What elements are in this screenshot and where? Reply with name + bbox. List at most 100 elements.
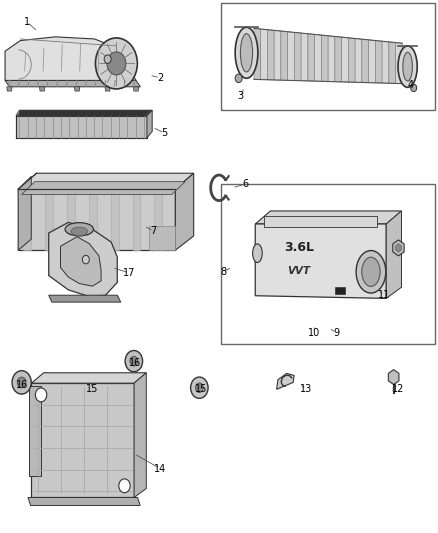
Polygon shape (32, 383, 134, 497)
Polygon shape (5, 80, 141, 87)
Ellipse shape (240, 34, 253, 72)
Polygon shape (39, 87, 45, 91)
Polygon shape (389, 42, 396, 84)
Polygon shape (268, 30, 274, 80)
Polygon shape (255, 211, 402, 224)
Text: 1: 1 (24, 17, 30, 27)
Polygon shape (67, 189, 75, 251)
Polygon shape (382, 41, 389, 83)
Bar (221, 3, 435, 110)
Text: 11: 11 (378, 289, 390, 300)
Polygon shape (342, 37, 348, 82)
Text: 15: 15 (86, 384, 99, 394)
Polygon shape (60, 237, 101, 286)
Text: 3: 3 (238, 91, 244, 101)
Ellipse shape (403, 52, 413, 81)
Bar (221, 184, 435, 344)
Polygon shape (335, 36, 342, 82)
Polygon shape (89, 189, 97, 251)
Circle shape (130, 357, 138, 366)
Ellipse shape (235, 27, 258, 78)
Circle shape (82, 255, 89, 264)
Circle shape (17, 377, 26, 387)
Circle shape (125, 351, 143, 372)
Text: 12: 12 (392, 384, 404, 394)
Polygon shape (396, 43, 403, 84)
Polygon shape (355, 38, 362, 83)
Polygon shape (7, 87, 12, 91)
Polygon shape (321, 35, 328, 82)
Ellipse shape (398, 46, 417, 87)
Text: 13: 13 (300, 384, 312, 394)
Polygon shape (308, 34, 314, 81)
Circle shape (104, 55, 111, 63)
Polygon shape (23, 189, 31, 251)
Polygon shape (18, 189, 175, 251)
Text: 16: 16 (15, 379, 28, 390)
Circle shape (411, 84, 417, 92)
Polygon shape (147, 110, 152, 138)
Polygon shape (261, 29, 268, 80)
Polygon shape (45, 189, 53, 251)
Polygon shape (281, 31, 288, 80)
Text: 7: 7 (150, 226, 157, 236)
Polygon shape (111, 189, 119, 251)
Polygon shape (18, 176, 31, 251)
Ellipse shape (253, 244, 262, 263)
Ellipse shape (71, 227, 88, 236)
Polygon shape (277, 373, 294, 389)
Ellipse shape (362, 257, 380, 286)
Text: 15: 15 (194, 384, 207, 394)
Ellipse shape (356, 251, 386, 293)
Polygon shape (49, 295, 121, 302)
Polygon shape (28, 497, 140, 505)
Text: 2: 2 (157, 73, 163, 83)
Circle shape (195, 383, 203, 392)
Polygon shape (134, 373, 146, 497)
Polygon shape (29, 386, 41, 476)
Ellipse shape (65, 223, 93, 236)
Polygon shape (301, 33, 308, 81)
Polygon shape (274, 30, 281, 80)
Polygon shape (105, 87, 110, 91)
Polygon shape (49, 222, 117, 297)
Polygon shape (348, 38, 355, 82)
Text: 16: 16 (129, 358, 141, 368)
Polygon shape (386, 211, 402, 298)
Circle shape (35, 388, 47, 402)
Polygon shape (362, 39, 369, 83)
Polygon shape (133, 189, 141, 251)
Polygon shape (255, 224, 386, 298)
Text: 4: 4 (408, 80, 414, 90)
Polygon shape (369, 40, 375, 83)
Polygon shape (5, 37, 136, 80)
Circle shape (235, 74, 242, 83)
Polygon shape (134, 87, 139, 91)
Polygon shape (264, 216, 378, 227)
Polygon shape (175, 173, 194, 251)
Polygon shape (21, 182, 185, 195)
Polygon shape (18, 110, 151, 116)
Polygon shape (294, 33, 301, 80)
Text: 6: 6 (242, 179, 248, 189)
Polygon shape (254, 28, 261, 79)
Polygon shape (18, 173, 194, 189)
Polygon shape (149, 227, 175, 251)
Text: 10: 10 (308, 328, 320, 338)
Polygon shape (32, 373, 146, 383)
Polygon shape (314, 35, 321, 82)
Text: 8: 8 (220, 267, 226, 277)
Polygon shape (375, 41, 382, 83)
Polygon shape (154, 189, 162, 251)
Polygon shape (16, 110, 152, 116)
Text: 9: 9 (333, 328, 339, 338)
Circle shape (119, 479, 130, 492)
Text: VVT: VVT (287, 266, 311, 276)
Polygon shape (16, 116, 147, 138)
Text: 5: 5 (161, 128, 168, 138)
Text: 3.6L: 3.6L (284, 241, 314, 254)
Circle shape (107, 52, 126, 75)
Text: 17: 17 (124, 268, 136, 278)
Text: 14: 14 (154, 464, 166, 473)
Circle shape (191, 377, 208, 398)
